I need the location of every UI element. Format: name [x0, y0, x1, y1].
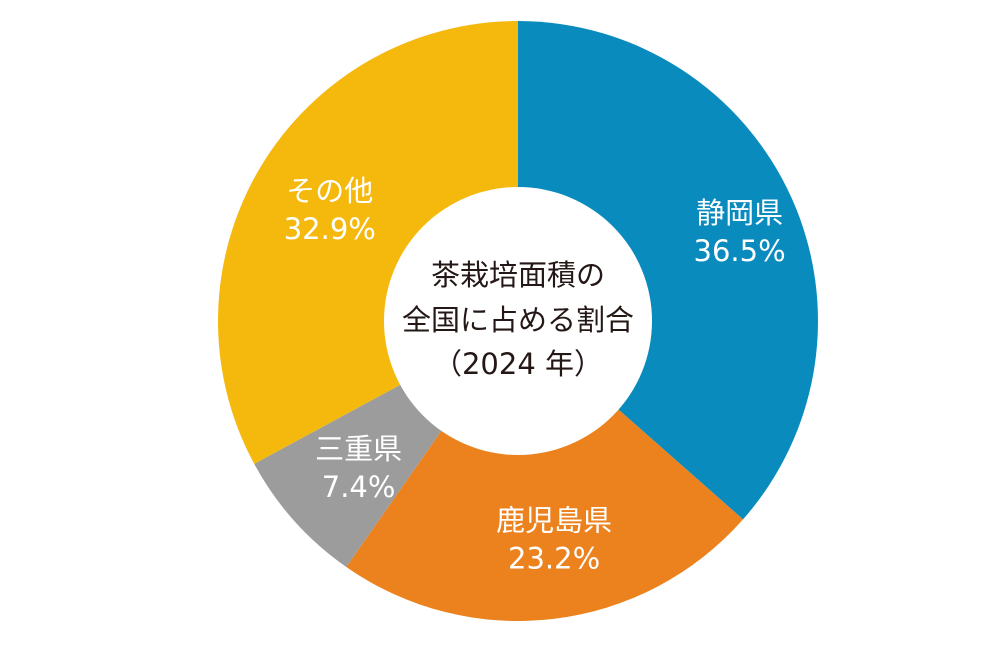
- chart-title-line-3: （2024 年）: [433, 347, 603, 381]
- slice-labels: 静岡県 36.5% 鹿児島県 23.2% 三重県 7.4% その他 32.9%: [284, 174, 786, 576]
- slice-value-label-2: 7.4%: [322, 470, 396, 504]
- slice-value-label-1: 23.2%: [508, 541, 600, 575]
- slice-value-label-3: 32.9%: [284, 212, 376, 246]
- slice-label-3: その他: [286, 174, 373, 208]
- slice-0: [518, 21, 818, 520]
- donut-slices: [218, 21, 818, 622]
- slice-value-label-0: 36.5%: [694, 234, 786, 268]
- slice-label-1: 鹿児島県: [496, 503, 612, 537]
- donut-hole: [384, 187, 652, 455]
- slice-1: [346, 321, 744, 622]
- chart-title-line-2: 全国に占める割合: [402, 303, 634, 337]
- slice-label-2: 三重県: [315, 432, 402, 466]
- chart-title: 茶栽培面積の 全国に占める割合 （2024 年）: [402, 258, 634, 381]
- slice-label-0: 静岡県: [696, 196, 783, 230]
- chart-title-line-1: 茶栽培面積の: [431, 258, 605, 292]
